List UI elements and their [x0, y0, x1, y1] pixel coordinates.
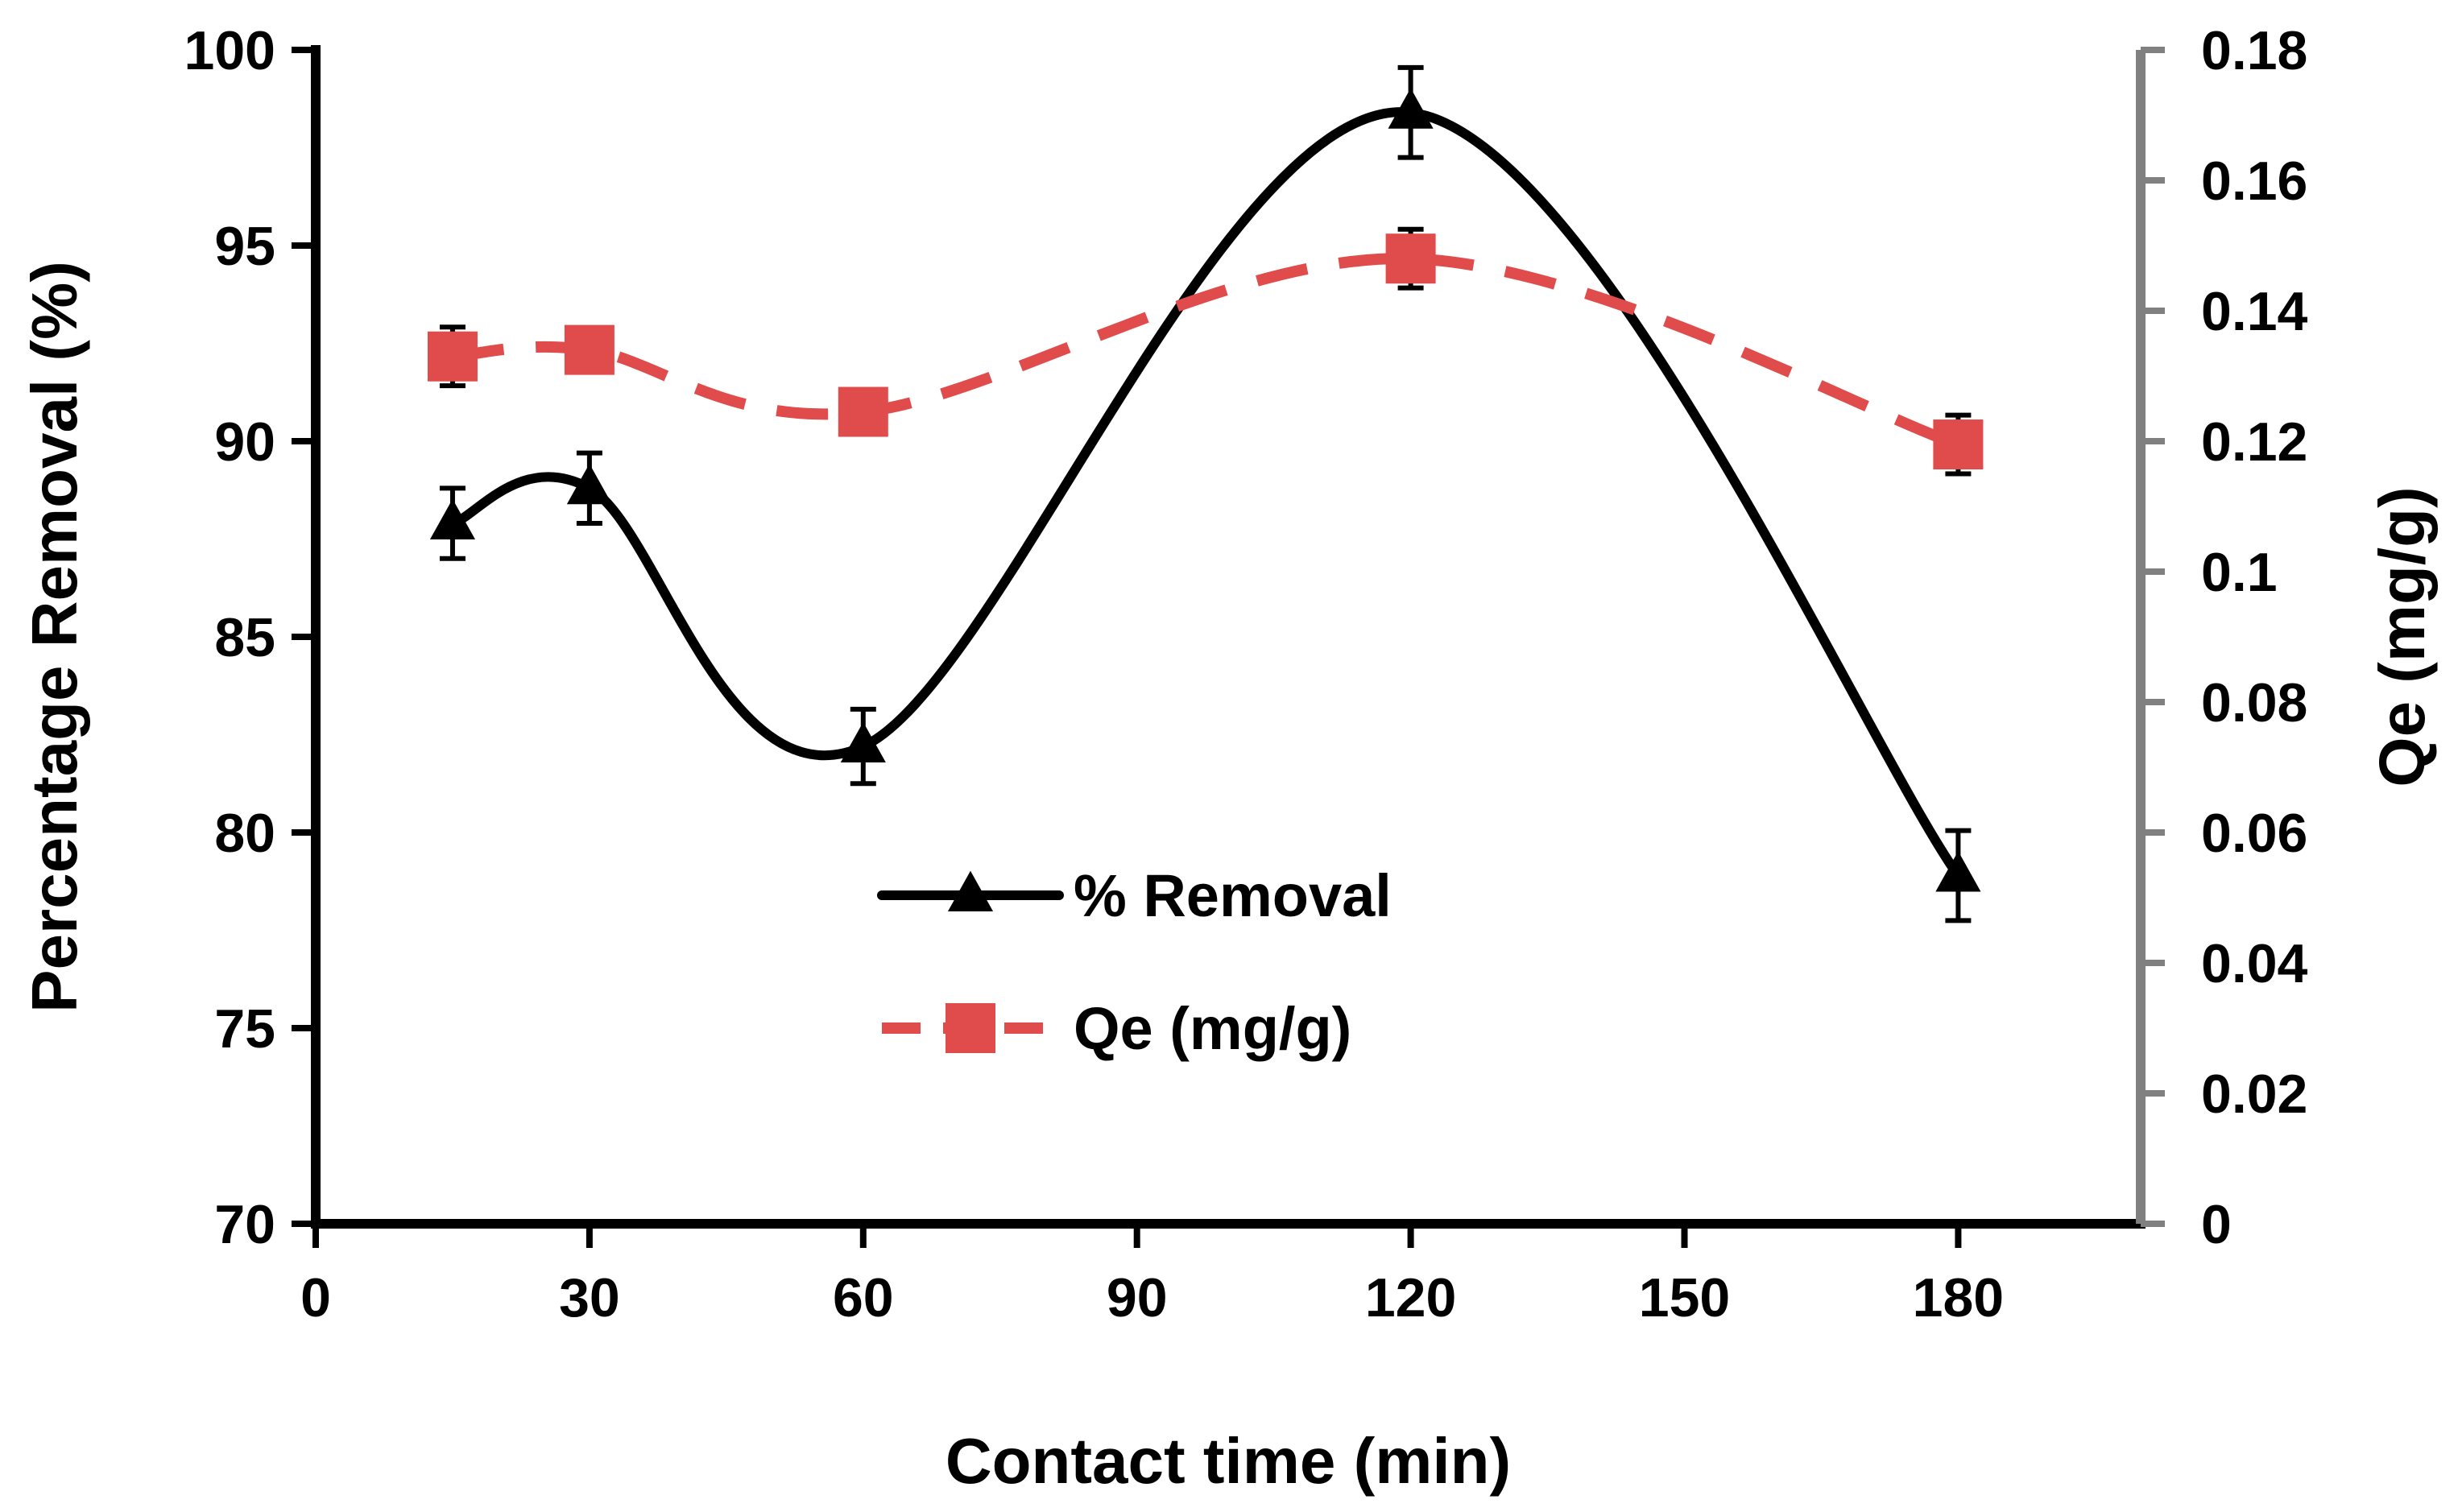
y2-tick-label: 0.1 [2201, 542, 2278, 603]
qe-point [427, 331, 478, 382]
removal-point [429, 498, 476, 540]
qe-point [1385, 233, 1436, 284]
removal-point [1935, 851, 1981, 892]
legend-label-qe: Qe (mg/g) [1074, 995, 1351, 1062]
series-layer [427, 64, 1984, 923]
y-tick-label: 70 [214, 1194, 275, 1255]
qe-point [1933, 419, 1984, 470]
x-tick-label: 30 [559, 1267, 620, 1328]
y2-tick-label: 0.16 [2201, 151, 2307, 212]
legend-marks [877, 870, 1064, 1053]
x-tick-label: 180 [1913, 1267, 2004, 1328]
legend-label-removal: % Removal [1074, 862, 1392, 929]
series-qe [427, 226, 1984, 477]
y2-axis-title: Qe (mg/g) [2366, 486, 2438, 787]
y-tick-label: 95 [214, 216, 275, 277]
y-tick-label: 100 [184, 20, 275, 81]
legend-qe-marker [946, 1003, 995, 1053]
y2-axis-ticks: 0 0.02 0.04 0.06 0.08 0.1 0.12 0.14 0.16 0.18 [2141, 20, 2308, 1255]
y2-tick-label: 0.08 [2201, 672, 2307, 733]
y2-tick-label: 0.14 [2201, 281, 2308, 342]
x-axis-title: Contact time (min) [946, 1425, 1511, 1497]
x-tick-label: 60 [833, 1267, 894, 1328]
y-tick-label: 85 [214, 607, 275, 668]
removal-point [840, 721, 886, 763]
y-tick-label: 80 [214, 803, 275, 864]
x-tick-label: 0 [300, 1267, 331, 1328]
qe-point [838, 386, 888, 437]
legend-removal-marker [947, 870, 994, 911]
removal-point [1388, 88, 1434, 129]
legend: % Removal Qe (mg/g) [877, 862, 1392, 1062]
y2-tick-label: 0.06 [2201, 803, 2307, 864]
x-tick-label: 120 [1365, 1267, 1456, 1328]
y2-tick-label: 0.04 [2201, 933, 2308, 994]
series-removal [429, 64, 1981, 923]
y2-tick-label: 0 [2201, 1194, 2232, 1255]
y2-tick-label: 0.12 [2201, 411, 2307, 473]
y-tick-label: 90 [214, 411, 275, 473]
removal-point [566, 463, 612, 505]
y-axis-ticks: 70 75 80 85 90 95 100 [184, 20, 316, 1255]
y-axis-title: Percentage Removal (%) [19, 261, 90, 1013]
x-tick-label: 90 [1107, 1267, 1168, 1328]
x-tick-label: 150 [1639, 1267, 1730, 1328]
y2-tick-label: 0.02 [2201, 1064, 2307, 1125]
series-qe-line [452, 253, 1960, 450]
y2-tick-label: 0.18 [2201, 20, 2307, 81]
y-tick-label: 75 [214, 998, 275, 1060]
x-axis-ticks: 0 30 60 90 120 150 180 [300, 1224, 2004, 1328]
qe-point [564, 324, 614, 375]
